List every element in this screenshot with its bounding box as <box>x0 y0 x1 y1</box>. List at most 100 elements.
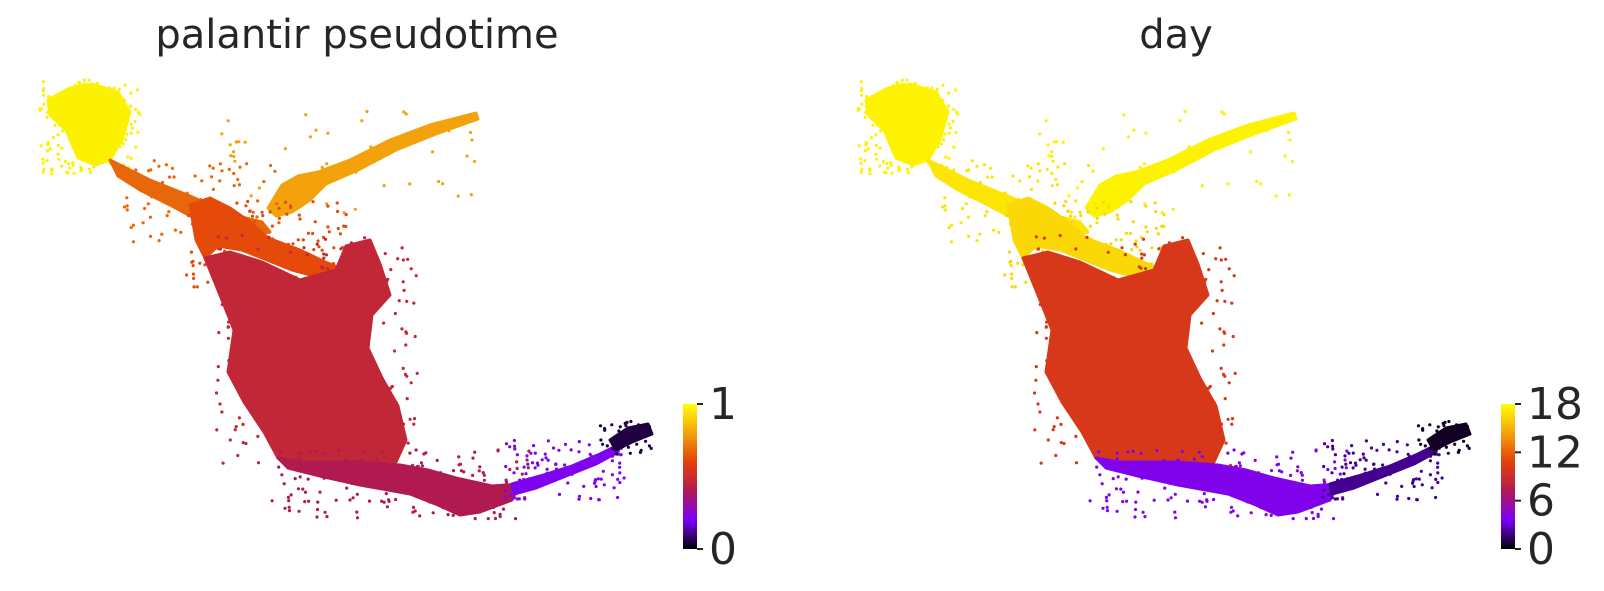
cell-point <box>297 451 301 455</box>
cell-point <box>227 266 231 270</box>
cell-point <box>951 119 955 124</box>
cell-point <box>895 120 899 124</box>
cell-point <box>256 285 260 289</box>
cell-point <box>1120 432 1124 436</box>
cell-point <box>597 498 601 502</box>
cell-point <box>1052 363 1056 367</box>
cell-point <box>92 118 96 122</box>
cell-point <box>943 204 947 208</box>
cell-point <box>104 139 108 144</box>
cell-point <box>1031 239 1035 243</box>
colorbar-tick-label: 6 <box>1527 476 1555 527</box>
cell-point <box>56 143 60 148</box>
cell-point <box>1278 479 1282 483</box>
cell-point <box>885 95 890 99</box>
cell-point <box>299 256 303 260</box>
cell-point <box>38 107 42 111</box>
cell-point <box>227 370 231 374</box>
cell-point <box>1009 264 1013 268</box>
cell-point <box>451 513 455 518</box>
cell-point <box>215 428 219 432</box>
cell-point <box>551 446 556 450</box>
cell-point <box>346 353 351 357</box>
cell-point <box>327 376 331 380</box>
cell-point <box>232 344 236 348</box>
cell-point <box>943 132 947 136</box>
cell-point <box>936 145 940 149</box>
cell-point <box>220 410 224 414</box>
cell-point <box>389 386 393 390</box>
cell-point <box>431 511 435 515</box>
cell-point <box>437 179 441 184</box>
cell-point <box>1437 453 1441 457</box>
cell-point <box>1060 287 1064 291</box>
cell-point <box>1423 444 1427 448</box>
cell-point <box>1098 473 1102 477</box>
cell-point <box>512 496 516 500</box>
cell-point <box>526 462 530 466</box>
cell-point <box>289 294 293 298</box>
cell-point <box>1202 485 1206 489</box>
cell-point <box>1071 320 1075 324</box>
cell-point <box>263 243 267 247</box>
cell-point <box>1074 356 1078 360</box>
cell-point <box>504 480 509 484</box>
cell-point <box>481 506 485 510</box>
cell-point <box>345 486 349 490</box>
cell-point <box>77 120 81 124</box>
cell-point <box>1440 476 1444 480</box>
cell-point <box>390 456 394 461</box>
cell-point <box>1273 495 1277 500</box>
cell-point <box>1411 479 1415 483</box>
cell-point <box>863 110 867 114</box>
cell-point <box>1104 242 1108 246</box>
cell-point <box>1185 349 1189 354</box>
cell-point <box>256 434 260 438</box>
cell-point <box>267 235 271 239</box>
cell-point <box>910 165 914 169</box>
cell-point <box>1144 267 1148 271</box>
cell-point <box>1417 477 1421 481</box>
cell-point <box>1216 481 1220 485</box>
cell-point <box>959 221 963 225</box>
cell-point <box>1384 481 1388 485</box>
cell-point <box>1200 184 1204 188</box>
cell-point <box>403 372 408 376</box>
cell-point <box>107 86 111 90</box>
cell-point <box>150 195 154 199</box>
cell-point <box>1447 419 1451 424</box>
cell-point <box>1039 461 1043 465</box>
cell-point <box>125 208 129 212</box>
cell-point <box>424 481 429 485</box>
cell-point <box>1322 488 1326 492</box>
cell-point <box>60 164 64 168</box>
cell-point <box>457 455 461 459</box>
cell-point <box>394 497 398 502</box>
cell-point <box>1050 184 1054 188</box>
cell-point <box>162 197 167 201</box>
cell-point <box>926 148 930 152</box>
cell-point <box>1330 438 1334 443</box>
cell-point <box>868 172 872 176</box>
cell-point <box>1435 429 1439 433</box>
cell-point <box>191 222 195 226</box>
cell-point <box>321 451 325 455</box>
cell-point <box>365 285 370 289</box>
cell-point <box>967 168 971 172</box>
cell-point <box>283 147 287 151</box>
cell-point <box>930 140 934 145</box>
cell-point <box>875 123 879 127</box>
cell-point <box>1084 402 1088 406</box>
cell-point <box>285 348 290 352</box>
cell-point <box>1107 294 1111 298</box>
cell-point <box>906 105 910 109</box>
cell-point <box>1115 509 1119 513</box>
cell-point <box>236 453 240 458</box>
cell-point <box>513 517 518 521</box>
cell-point <box>61 120 65 124</box>
cell-point <box>525 454 529 458</box>
cell-point <box>905 78 909 82</box>
cell-point <box>121 164 125 168</box>
cell-point <box>1227 267 1231 271</box>
cell-point <box>1230 301 1234 305</box>
